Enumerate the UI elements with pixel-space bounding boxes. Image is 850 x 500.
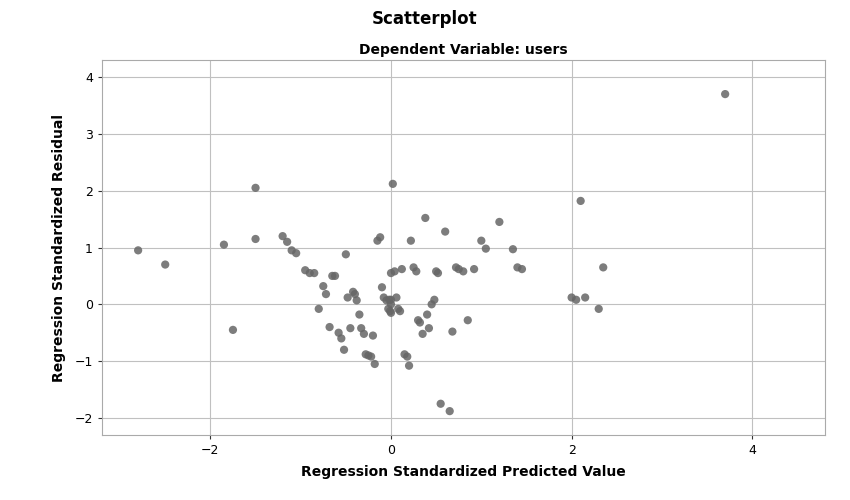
Point <box>439 228 452 235</box>
Point <box>335 334 348 342</box>
Point <box>343 324 357 332</box>
Point <box>384 300 398 308</box>
Title: Dependent Variable: users: Dependent Variable: users <box>359 44 568 58</box>
Point <box>443 407 456 415</box>
Point <box>564 294 578 302</box>
Point <box>249 235 263 243</box>
Point <box>328 272 342 280</box>
Point <box>382 296 396 304</box>
Point <box>445 328 459 336</box>
Point <box>492 218 506 226</box>
Point <box>597 264 610 272</box>
Point <box>515 265 529 273</box>
Point <box>226 326 240 334</box>
Point <box>348 290 362 298</box>
Point <box>468 265 481 273</box>
Point <box>474 236 488 244</box>
Point <box>323 323 337 331</box>
Point <box>434 400 447 408</box>
Point <box>373 234 387 241</box>
Point <box>275 232 289 240</box>
Point <box>337 346 351 354</box>
Point <box>391 305 405 313</box>
Point <box>353 310 366 318</box>
Point <box>326 272 339 280</box>
Point <box>303 269 316 277</box>
Point <box>418 214 432 222</box>
Point <box>479 244 493 252</box>
Point <box>506 245 519 253</box>
Point <box>359 350 372 358</box>
Point <box>570 296 583 304</box>
Point <box>346 288 360 296</box>
Point <box>298 266 312 274</box>
Point <box>131 246 145 254</box>
Point <box>592 305 605 313</box>
Point <box>422 324 436 332</box>
Point <box>407 264 421 272</box>
Point <box>384 309 398 317</box>
Point <box>158 260 172 268</box>
Point <box>357 330 371 338</box>
Point <box>354 324 368 332</box>
Point <box>320 290 333 298</box>
Point <box>420 310 434 318</box>
Point <box>578 294 592 302</box>
Point <box>429 268 443 276</box>
Point <box>289 249 303 257</box>
Point <box>395 265 409 273</box>
Point <box>452 265 466 273</box>
Point <box>461 316 474 324</box>
Point <box>280 238 294 246</box>
Point <box>386 180 400 188</box>
Point <box>389 294 403 302</box>
Point <box>511 264 524 272</box>
Point <box>341 294 354 302</box>
Point <box>428 296 441 304</box>
Point <box>285 246 298 254</box>
Point <box>361 352 375 360</box>
Point <box>384 296 398 304</box>
Point <box>249 184 263 192</box>
Point <box>425 300 439 308</box>
Point <box>308 269 321 277</box>
Point <box>339 250 353 258</box>
Point <box>332 328 345 336</box>
Point <box>410 268 423 276</box>
Point <box>402 362 416 370</box>
Point <box>388 268 401 276</box>
Point <box>574 197 587 205</box>
Point <box>718 90 732 98</box>
Point <box>350 296 364 304</box>
Point <box>411 316 425 324</box>
Point <box>456 268 470 276</box>
Point <box>217 240 230 248</box>
Point <box>394 307 407 315</box>
Point <box>368 360 382 368</box>
Point <box>383 307 397 315</box>
Point <box>377 294 390 302</box>
Point <box>316 282 330 290</box>
Y-axis label: Regression Standardized Residual: Regression Standardized Residual <box>52 114 66 382</box>
Point <box>312 305 326 313</box>
Point <box>366 332 380 340</box>
Point <box>382 305 395 313</box>
Point <box>384 269 398 277</box>
Point <box>371 236 384 244</box>
Point <box>400 352 414 360</box>
Point <box>375 284 388 292</box>
Point <box>365 352 378 360</box>
Point <box>380 296 394 304</box>
Text: Scatterplot: Scatterplot <box>372 10 478 28</box>
Point <box>404 236 417 244</box>
Point <box>398 350 411 358</box>
Point <box>449 264 462 272</box>
Point <box>413 318 427 326</box>
Point <box>431 269 445 277</box>
Point <box>416 330 429 338</box>
X-axis label: Regression Standardized Predicted Value: Regression Standardized Predicted Value <box>301 466 626 479</box>
